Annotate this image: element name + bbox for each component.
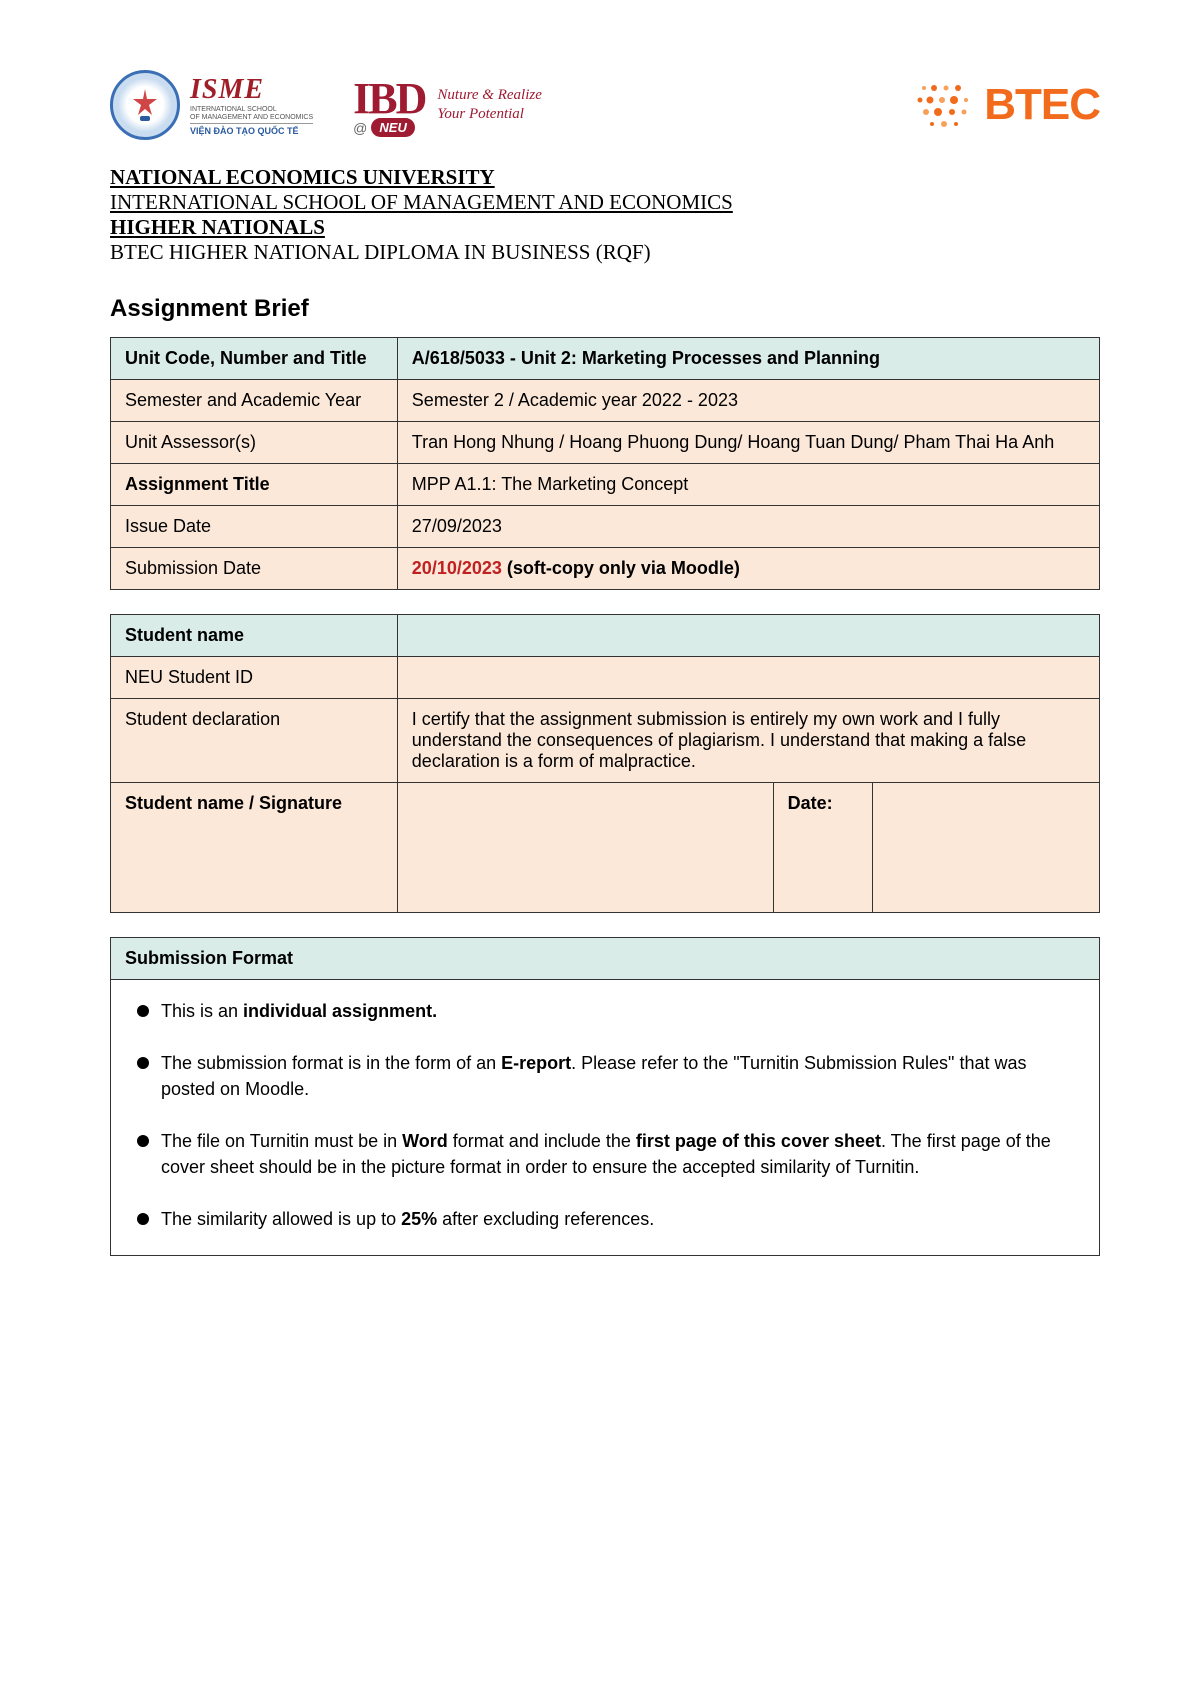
b3-pre: The file on Turnitin must be in: [161, 1131, 402, 1151]
ibd-tagline-2: Your Potential: [437, 105, 541, 125]
ibd-logo: IBD @ NEU Nuture & Realize Your Potentia…: [353, 73, 542, 137]
declaration-text: I certify that the assignment submission…: [397, 699, 1099, 783]
student-table: Student name NEU Student ID Student decl…: [110, 614, 1100, 913]
b1-bold: individual assignment.: [243, 1001, 437, 1021]
btec-dots-icon: [916, 80, 976, 130]
submission-format-header: Submission Format: [111, 938, 1099, 980]
neu-seal-icon: [110, 70, 180, 140]
submission-format-box: Submission Format This is an individual …: [110, 937, 1100, 1256]
format-bullet-1: This is an individual assignment.: [135, 998, 1075, 1024]
logo-row: ISME INTERNATIONAL SCHOOL OF MANAGEMENT …: [110, 70, 1100, 140]
signature-box: [397, 783, 773, 913]
format-list: This is an individual assignment. The su…: [135, 998, 1075, 1233]
assignment-title-label: Assignment Title: [111, 464, 398, 506]
issue-date-value: 27/09/2023: [397, 506, 1099, 548]
header-text: NATIONAL ECONOMICS UNIVERSITY INTERNATIO…: [110, 165, 1100, 265]
b1-pre: This is an: [161, 1001, 243, 1021]
ibd-tagline: Nuture & Realize Your Potential: [437, 86, 541, 125]
b3-bold2: first page of this cover sheet: [636, 1131, 881, 1151]
student-id-label: NEU Student ID: [111, 657, 398, 699]
isme-sub1: INTERNATIONAL SCHOOL: [190, 106, 313, 114]
isme-sub2: OF MANAGEMENT AND ECONOMICS: [190, 114, 313, 122]
unit-code-label: Unit Code, Number and Title: [111, 338, 398, 380]
issue-date-label: Issue Date: [111, 506, 398, 548]
date-label: Date:: [773, 783, 872, 913]
student-id-value: [397, 657, 1099, 699]
ibd-main-text: IBD: [353, 73, 425, 124]
btec-text: BTEC: [984, 80, 1100, 130]
student-name-value: [397, 615, 1099, 657]
section-title: Assignment Brief: [110, 295, 1100, 323]
b3-bold: Word: [402, 1131, 448, 1151]
isme-logo-text: ISME: [190, 74, 313, 106]
b4-bold: 25%: [401, 1209, 437, 1229]
assignment-title-value: MPP A1.1: The Marketing Concept: [397, 464, 1099, 506]
university-name: NATIONAL ECONOMICS UNIVERSITY: [110, 165, 495, 189]
format-bullet-2: The submission format is in the form of …: [135, 1050, 1075, 1102]
submission-date-label: Submission Date: [111, 548, 398, 590]
semester-value: Semester 2 / Academic year 2022 - 2023: [397, 380, 1099, 422]
unit-code-value: A/618/5033 - Unit 2: Marketing Processes…: [397, 338, 1099, 380]
semester-label: Semester and Academic Year: [111, 380, 398, 422]
submission-format-body: This is an individual assignment. The su…: [111, 980, 1099, 1255]
declaration-label: Student declaration: [111, 699, 398, 783]
b4-post: after excluding references.: [437, 1209, 654, 1229]
assessor-value: Tran Hong Nhung / Hoang Phuong Dung/ Hoa…: [397, 422, 1099, 464]
format-bullet-4: The similarity allowed is up to 25% afte…: [135, 1206, 1075, 1232]
b4-pre: The similarity allowed is up to: [161, 1209, 401, 1229]
b2-bold: E-report: [501, 1053, 571, 1073]
date-value: [872, 783, 1100, 913]
ibd-at: @: [353, 120, 367, 136]
student-name-label: Student name: [111, 615, 398, 657]
signature-label: Student name / Signature: [111, 783, 398, 913]
format-bullet-3: The file on Turnitin must be in Word for…: [135, 1128, 1075, 1180]
programme-bold: HIGHER NATIONALS: [110, 215, 325, 239]
b3-mid: format and include the: [448, 1131, 636, 1151]
ibd-tagline-1: Nuture & Realize: [437, 86, 541, 106]
assessor-label: Unit Assessor(s): [111, 422, 398, 464]
programme: BTEC HIGHER NATIONAL DIPLOMA IN BUSINESS…: [110, 240, 651, 264]
school-name: INTERNATIONAL SCHOOL OF MANAGEMENT AND E…: [110, 190, 733, 214]
isme-vn: VIỆN ĐÀO TẠO QUỐC TẾ: [190, 123, 313, 136]
submission-date-rest: (soft-copy only via Moodle): [502, 558, 740, 578]
submission-date-value: 20/10/2023 (soft-copy only via Moodle): [397, 548, 1099, 590]
btec-logo: BTEC: [916, 80, 1100, 130]
neu-isme-logo: ISME INTERNATIONAL SCHOOL OF MANAGEMENT …: [110, 70, 313, 140]
b2-pre: The submission format is in the form of …: [161, 1053, 501, 1073]
page: ISME INTERNATIONAL SCHOOL OF MANAGEMENT …: [0, 0, 1200, 1316]
assignment-table: Unit Code, Number and Title A/618/5033 -…: [110, 337, 1100, 590]
ibd-neu-badge: NEU: [371, 118, 414, 137]
submission-date-red: 20/10/2023: [412, 558, 502, 578]
